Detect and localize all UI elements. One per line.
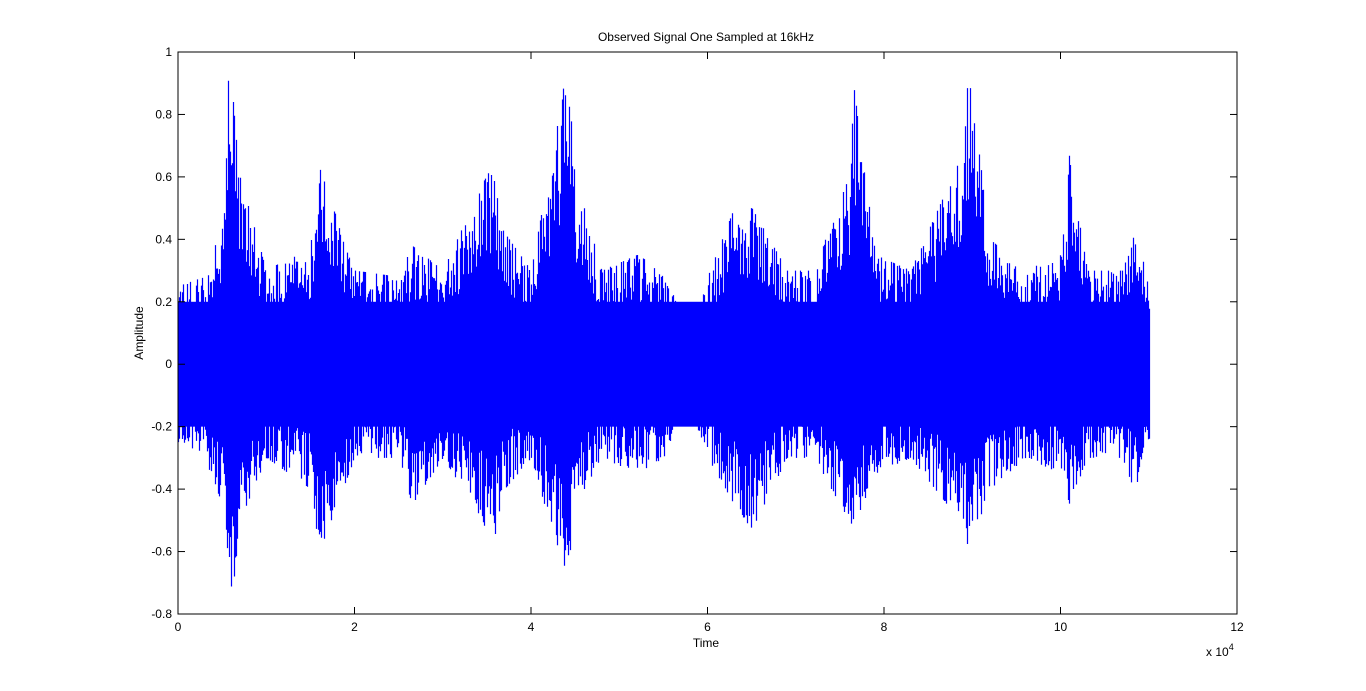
- x-axis: 0 2 4 6 8 10 12: [175, 52, 1244, 634]
- y-tick-label: -0.8: [151, 607, 172, 621]
- y-tick-label: 0.2: [155, 295, 172, 309]
- y-axis-label: Amplitude: [132, 306, 146, 360]
- x-axis-exponent-base: x 10: [1206, 645, 1229, 659]
- y-tick-label: 0.8: [155, 107, 172, 121]
- y-tick-label: -0.6: [151, 545, 172, 559]
- x-tick-label: 2: [351, 620, 358, 634]
- y-tick-label: -0.4: [151, 482, 172, 496]
- y-tick-label: 0.4: [155, 232, 172, 246]
- y-tick-label: 0: [165, 357, 172, 371]
- x-tick-label: 6: [704, 620, 711, 634]
- signal-series: [178, 80, 1151, 587]
- x-axis-label: Time: [693, 636, 720, 650]
- x-tick-label: 12: [1230, 620, 1244, 634]
- y-tick-label: -0.2: [151, 420, 172, 434]
- y-tick-label: 1: [165, 45, 172, 59]
- y-tick-label: 0.6: [155, 170, 172, 184]
- x-tick-label: 8: [881, 620, 888, 634]
- chart-title: Observed Signal One Sampled at 16kHz: [598, 30, 814, 44]
- x-tick-label: 10: [1054, 620, 1068, 634]
- x-tick-label: 0: [175, 620, 182, 634]
- x-axis-exponent: x 104: [1206, 642, 1234, 659]
- x-axis-exponent-power: 4: [1229, 642, 1234, 652]
- y-axis: -0.8 -0.6 -0.4 -0.2 0 0.2 0.4 0.6 0.8 1: [151, 45, 1237, 621]
- x-tick-label: 4: [528, 620, 535, 634]
